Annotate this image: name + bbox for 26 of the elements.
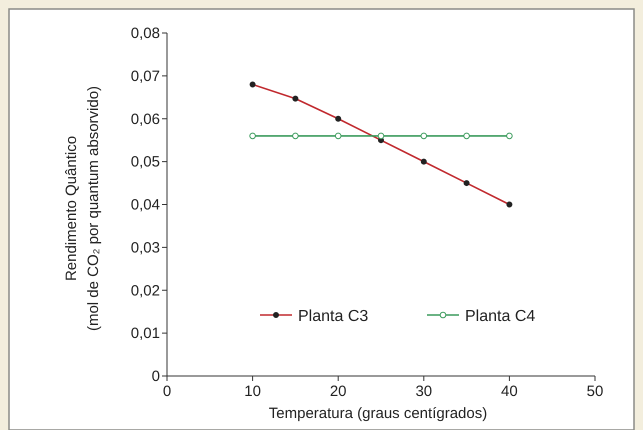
y-tick-label: 0,08: [130, 25, 160, 42]
y-tick-label: 0,06: [130, 110, 160, 128]
point: [378, 132, 384, 140]
x-tick-label: 20: [330, 383, 347, 400]
x-tick-label: 40: [501, 383, 518, 400]
point: [292, 132, 299, 140]
y-tick-label: 0,03: [130, 239, 160, 256]
point: [334, 132, 342, 140]
y-tick-label: 0: [152, 368, 160, 385]
y-tick-label: 0,05: [130, 154, 160, 171]
point: [420, 132, 428, 140]
y-axis-title: Rendimento Quântico (mol de CO₂ por quantum absorvido): [63, 86, 102, 332]
legend-label: Planta C3: [298, 308, 368, 325]
x-tick-label: 0: [162, 383, 172, 400]
y-tick-label: 0,07: [130, 68, 160, 85]
point: [249, 132, 256, 140]
x-axis-title: Temperatura (graus centígrados): [268, 405, 488, 422]
point: [506, 132, 513, 140]
x-tick-label: 30: [415, 383, 432, 400]
x-tick-label: 50: [586, 383, 604, 400]
point: [463, 132, 470, 140]
y-tick-label: 0,04: [130, 196, 160, 214]
y-tick-label: 0,02: [130, 282, 160, 300]
legend-label: Planta C4: [465, 308, 536, 325]
y-tick-label: 0,01: [130, 325, 160, 342]
x-tick-label: 10: [244, 383, 261, 400]
